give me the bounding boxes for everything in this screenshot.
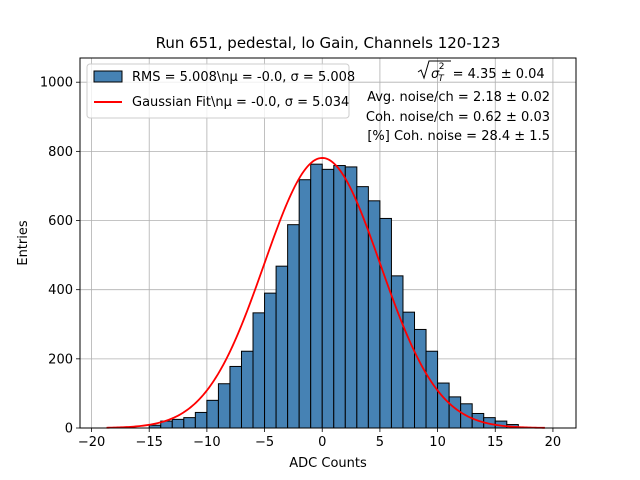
histogram-bar (275, 265, 289, 429)
histogram-bar (217, 383, 231, 429)
histogram-bar (252, 312, 266, 429)
sqrt-sign-icon (417, 60, 451, 80)
y-axis-ticks: 0 200 400 600 800 1000 (40, 76, 80, 437)
y-tick-label: 1000 (40, 76, 73, 91)
x-tick-label: −10 (193, 435, 220, 450)
y-axis-label: Entries (16, 220, 31, 266)
histogram-bar (356, 186, 369, 429)
histogram-bar (333, 165, 346, 429)
histogram-bar (287, 224, 300, 429)
legend-box (86, 63, 350, 119)
chart-title: Run 651, pedestal, lo Gain, Channels 120… (156, 34, 501, 52)
gaussian-fit-curve (106, 157, 545, 429)
legend-label-fit: Gaussian Fit\nμ = -0.0, σ = 5.034 (132, 95, 349, 110)
x-tick-label: −5 (255, 435, 274, 450)
histogram-bar (437, 382, 450, 429)
histogram-bar (183, 417, 196, 429)
legend-patch-histogram (93, 70, 123, 83)
histogram-bar (264, 292, 277, 429)
annotation-line-4: [%] Coh. noise = 28.4 ± 1.5 (367, 129, 550, 144)
x-tick-label: 15 (487, 435, 504, 450)
y-tick-label: 600 (48, 214, 73, 229)
x-tick-label: 10 (429, 435, 446, 450)
histogram-bar (194, 411, 208, 429)
histogram-bar (310, 163, 323, 429)
histogram-bar (171, 418, 185, 429)
y-tick-label: 200 (48, 352, 73, 367)
noise-annotations: σT2 = 4.35 ± 0.04 Avg. noise/ch = 2.18 ±… (366, 60, 550, 144)
annotation-line-3: Coh. noise/ch = 0.62 ± 0.03 (366, 110, 550, 125)
gaussian-fit-line (106, 157, 545, 429)
x-tick-label: 0 (318, 435, 326, 450)
histogram-bar (448, 396, 462, 429)
legend: RMS = 5.008\nμ = -0.0, σ = 5.008 Gaussia… (86, 63, 355, 119)
x-axis-label: ADC Counts (289, 456, 367, 471)
histogram-bar (344, 166, 358, 429)
y-tick-label: 400 (48, 283, 73, 298)
histogram-bar (414, 328, 427, 429)
histogram-bar (240, 350, 254, 429)
histogram-bar (229, 365, 242, 429)
x-tick-label: 20 (545, 435, 562, 450)
y-tick-label: 800 (48, 145, 73, 160)
histogram-bar (298, 179, 312, 429)
histogram-bar (321, 168, 335, 429)
legend-label-histogram: RMS = 5.008\nμ = -0.0, σ = 5.008 (132, 70, 355, 85)
y-tick-label: 0 (65, 422, 73, 437)
x-tick-label: −20 (78, 435, 105, 450)
histogram-bar (206, 399, 219, 429)
annotation-total-noise: σT2 = 4.35 ± 0.04 (417, 60, 545, 84)
x-axis-ticks: −20 −15 −10 −5 0 5 10 15 20 (78, 428, 561, 450)
plot-frame (79, 57, 577, 429)
annotation-line-1: σT2 = 4.35 ± 0.04 (431, 62, 545, 84)
histogram-bar (379, 217, 392, 429)
x-tick-label: 5 (376, 435, 384, 450)
histogram-bars (148, 163, 519, 429)
annotation-line-2: Avg. noise/ch = 2.18 ± 0.02 (367, 90, 550, 105)
x-tick-label: −15 (135, 435, 162, 450)
